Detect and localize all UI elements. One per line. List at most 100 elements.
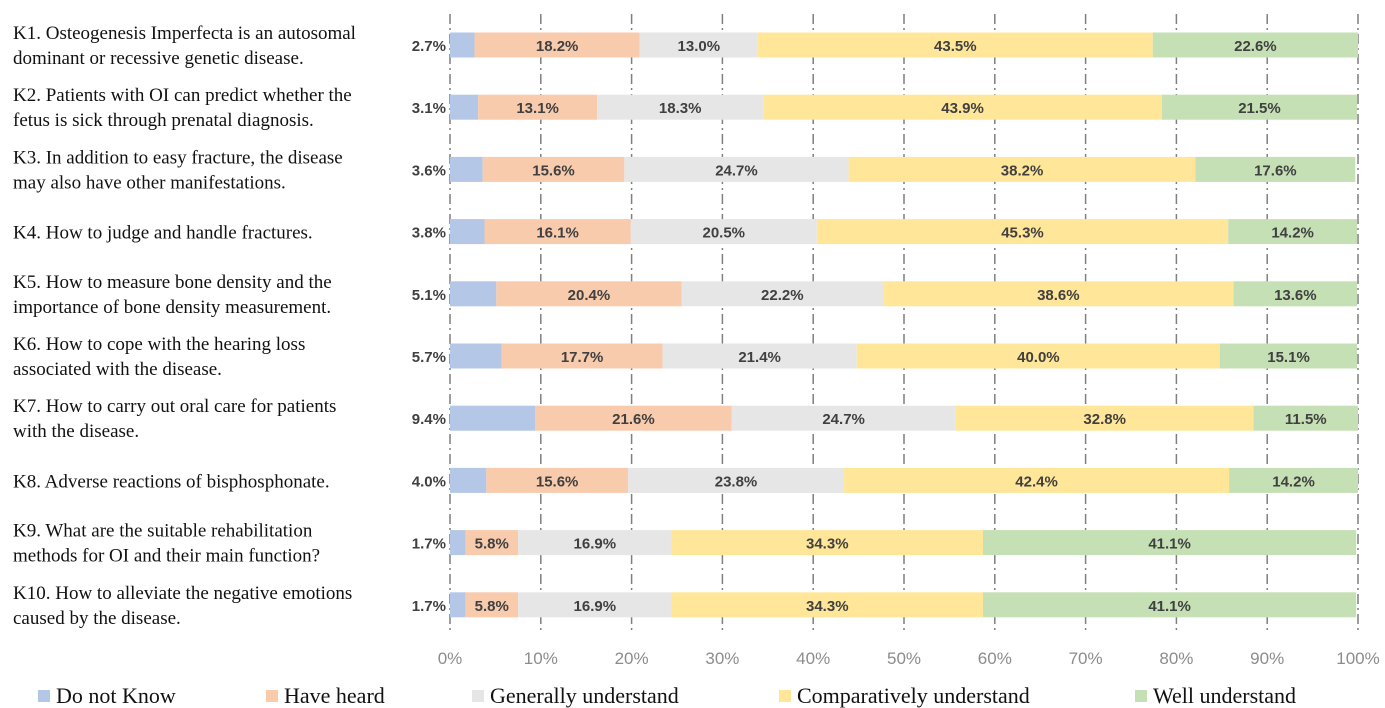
category-labels: K1. Osteogenesis Imperfecta is an autoso… (13, 23, 356, 629)
data-label: 21.6% (612, 411, 655, 428)
bar-segment (450, 405, 536, 431)
category-label: K8. Adverse reactions of bisphosphonate. (13, 471, 330, 492)
legend-label: Comparatively understand (797, 683, 1030, 708)
bar-segment (535, 405, 732, 431)
bar-segment (501, 343, 663, 369)
bar-segment (627, 467, 845, 493)
bar-segment (450, 32, 475, 58)
x-tick-label: 0% (438, 649, 463, 668)
bar-segment (496, 281, 682, 307)
bar-segment (731, 405, 956, 431)
category-label: K9. What are the suitable rehabilitation… (13, 521, 320, 567)
category-label: K2. Patients with OI can predict whether… (13, 85, 352, 131)
data-label: 34.3% (806, 598, 849, 615)
data-label: 42.4% (1015, 473, 1058, 490)
data-label: 16.9% (574, 598, 617, 615)
data-label: 43.9% (941, 100, 984, 117)
bar-segment (662, 343, 857, 369)
legend-label: Do not Know (56, 683, 176, 708)
data-label: 9.4% (412, 411, 446, 428)
data-label: 13.1% (516, 100, 559, 117)
legend-swatch (779, 690, 791, 702)
x-tick-label: 100% (1336, 649, 1379, 668)
bar-segment (450, 343, 502, 369)
data-label: 41.1% (1148, 536, 1191, 553)
data-label: 15.1% (1267, 349, 1310, 366)
legend-swatch (472, 690, 484, 702)
data-label: 21.5% (1238, 100, 1281, 117)
bar-segment (597, 94, 764, 120)
category-label: K4. How to judge and handle fractures. (13, 223, 313, 244)
category-label: K1. Osteogenesis Imperfecta is an autoso… (13, 23, 356, 69)
bars: 2.7% 18.2% 13.0% 43.5% 22.6% 3.1% 13.1% 18.3% 43… (412, 32, 1358, 618)
data-label: 41.1% (1148, 598, 1191, 615)
bar-segment (671, 592, 983, 618)
bar-segment (450, 219, 485, 245)
x-tick-label: 50% (887, 649, 921, 668)
bar-segment (450, 281, 497, 307)
x-tick-label: 70% (1069, 649, 1103, 668)
data-label: 11.5% (1285, 411, 1327, 428)
bar-segment (1219, 343, 1358, 369)
data-label: 5.8% (475, 536, 509, 553)
bar-segment (465, 592, 519, 618)
bar-segment (465, 530, 519, 556)
category-label: K7. How to carry out oral care for patie… (13, 396, 336, 442)
legend-swatch (1135, 690, 1147, 702)
data-label: 1.7% (412, 536, 446, 553)
bar-segment (518, 592, 672, 618)
x-axis-ticks: 0% 10% 20% 30% 40% 50% 60% 70% 80% 90% 100% (438, 649, 1380, 668)
data-label: 16.9% (574, 536, 617, 553)
data-label: 22.2% (761, 287, 804, 304)
bar-segment (482, 156, 625, 182)
data-label: 43.5% (934, 38, 977, 55)
x-tick-label: 80% (1159, 649, 1193, 668)
data-label: 15.6% (536, 473, 579, 490)
bar-segment (450, 592, 466, 618)
data-label: 23.8% (715, 473, 758, 490)
bar-segment (1233, 281, 1358, 307)
data-label: 40.0% (1017, 349, 1060, 366)
legend-label: Generally understand (490, 683, 679, 708)
data-label: 4.0% (412, 473, 446, 490)
bar-segment (982, 592, 1357, 618)
bar-segment (518, 530, 672, 556)
data-label: 20.5% (702, 225, 745, 242)
data-label: 16.1% (536, 225, 579, 242)
bar-segment (450, 530, 466, 556)
bar-segment (856, 343, 1220, 369)
data-label: 3.6% (412, 162, 446, 179)
bar-segment (816, 219, 1229, 245)
bar-segment (1161, 94, 1358, 120)
x-tick-label: 60% (978, 649, 1012, 668)
data-label: 3.8% (412, 225, 446, 242)
bar-segment (630, 219, 817, 245)
category-label: K6. How to cope with the hearing loss ass… (13, 334, 305, 380)
data-label: 45.3% (1001, 225, 1044, 242)
bar-segment (624, 156, 849, 182)
bar-segment (955, 405, 1254, 431)
data-label: 3.1% (412, 100, 446, 117)
data-label: 5.8% (475, 598, 509, 615)
bar-segment (639, 32, 758, 58)
data-label: 38.6% (1037, 287, 1080, 304)
data-label: 14.2% (1271, 225, 1314, 242)
x-tick-label: 10% (524, 649, 558, 668)
bar-segment (1229, 467, 1358, 493)
data-label: 34.3% (806, 536, 849, 553)
bar-segment (671, 530, 983, 556)
bar-segment (1228, 219, 1358, 245)
data-label: 24.7% (715, 162, 758, 179)
data-label: 15.6% (532, 162, 575, 179)
bar-segment (478, 94, 598, 120)
legend-label: Have heard (284, 683, 385, 708)
bar-segment (450, 94, 479, 120)
data-label: 13.6% (1274, 287, 1317, 304)
legend-swatch (38, 690, 50, 702)
bar-segment (474, 32, 640, 58)
data-label: 32.8% (1083, 411, 1126, 428)
x-tick-label: 90% (1250, 649, 1284, 668)
bar-segment (1195, 156, 1356, 182)
data-label: 13.0% (678, 38, 721, 55)
data-label: 5.7% (412, 349, 446, 366)
